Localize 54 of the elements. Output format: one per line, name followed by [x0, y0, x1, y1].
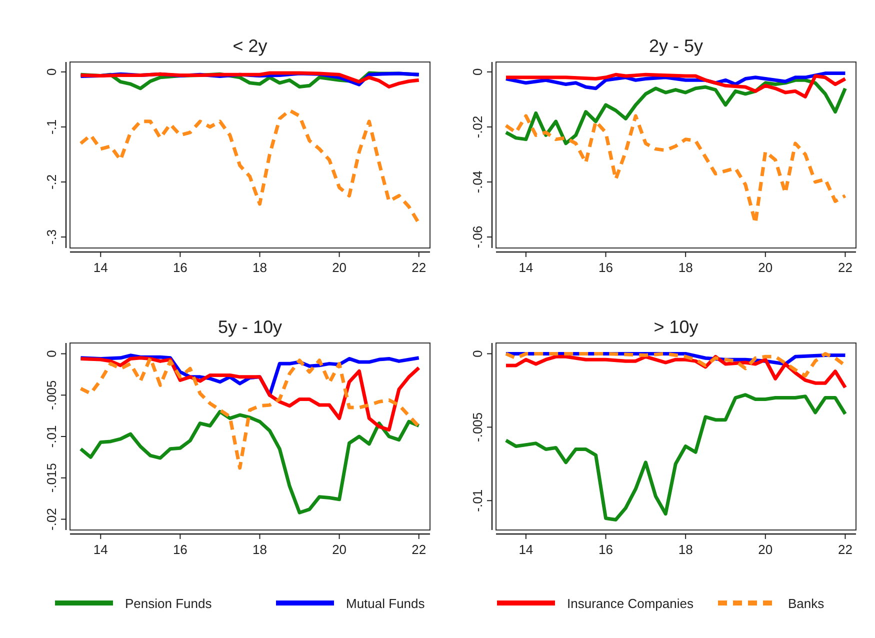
x-tick-label: 16	[598, 542, 613, 557]
x-tick-label: 18	[678, 260, 693, 275]
chart-title: 5y - 10y	[218, 317, 282, 337]
x-tick-label: 22	[838, 542, 852, 557]
line-series	[78, 410, 421, 514]
line-series	[78, 356, 421, 470]
y-tick-label: -.01	[470, 489, 485, 512]
y-tick-label: -.04	[470, 170, 485, 194]
y-tick-label: -.02	[470, 116, 485, 138]
line-series	[78, 356, 421, 432]
y-tick-label: -.3	[44, 229, 59, 245]
x-tick-label: 14	[93, 260, 108, 275]
legend-label: Insurance Companies	[567, 596, 694, 611]
line-series	[504, 72, 847, 98]
y-tick-label: -.005	[470, 412, 485, 442]
y-tick-label: 0	[44, 350, 59, 358]
x-tick-label: 22	[838, 260, 852, 275]
x-tick-label: 22	[412, 542, 426, 557]
x-tick-label: 18	[678, 542, 693, 557]
x-tick-label: 18	[252, 542, 267, 557]
line-series	[504, 78, 847, 146]
x-tick-label: 16	[172, 542, 188, 557]
legend-label: Pension Funds	[125, 596, 212, 611]
line-series	[504, 354, 847, 390]
line-series	[504, 72, 847, 90]
y-tick-label: -.02	[44, 508, 59, 530]
chart-title: < 2y	[232, 36, 268, 56]
y-tick-label: 0	[470, 68, 485, 76]
x-tick-label: 20	[332, 260, 347, 275]
x-tick-label: 18	[252, 260, 267, 275]
line-series	[78, 108, 421, 225]
x-tick-label: 16	[598, 260, 613, 275]
line-series	[504, 393, 847, 522]
legend-label: Banks	[788, 596, 825, 611]
y-tick-label: -.06	[470, 226, 485, 248]
x-tick-label: 16	[172, 260, 188, 275]
chart-title: 2y - 5y	[648, 36, 704, 56]
y-tick-label: -.01	[44, 425, 59, 448]
y-tick-label: -.015	[44, 463, 59, 493]
chart-title: > 10y	[654, 317, 698, 337]
x-tick-label: 22	[412, 260, 426, 275]
line-series	[504, 352, 847, 378]
x-tick-label: 14	[93, 542, 108, 557]
x-tick-label: 20	[758, 260, 773, 275]
y-tick-label: -.2	[44, 174, 59, 190]
y-tick-label: 0	[44, 68, 59, 76]
x-tick-label: 20	[758, 542, 773, 557]
y-tick-label: 0	[470, 350, 485, 358]
x-tick-label: 14	[518, 542, 534, 557]
x-tick-label: 14	[518, 260, 534, 275]
y-tick-label: -.005	[44, 380, 59, 410]
legend-label: Mutual Funds	[346, 596, 426, 611]
y-tick-label: -.1	[44, 119, 59, 135]
x-tick-label: 20	[332, 542, 347, 557]
